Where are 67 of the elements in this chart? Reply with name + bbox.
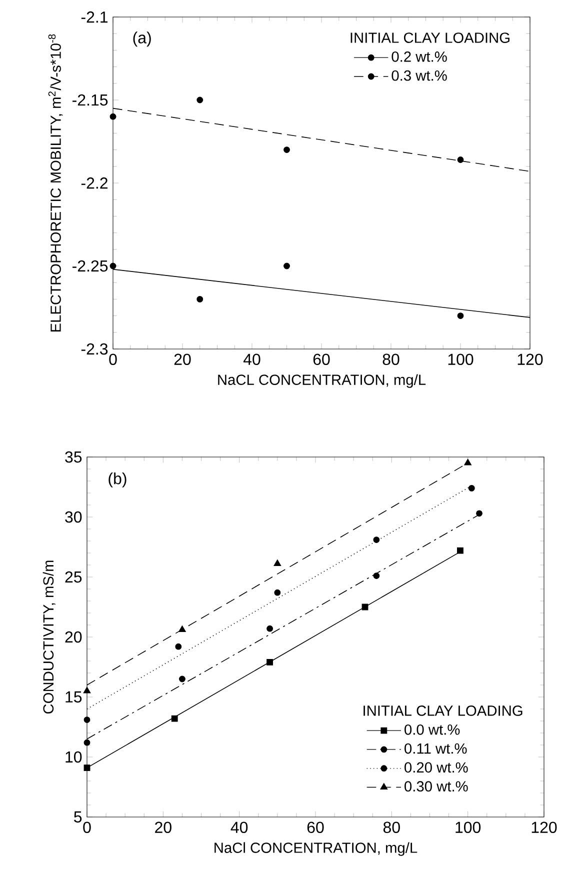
point (175, 643, 182, 650)
point (274, 589, 281, 596)
point (196, 296, 204, 302)
y-axis-title: CONDUCTIVITY, mS/m (42, 560, 56, 714)
point (284, 262, 290, 270)
y-tick-label: -2.1 (82, 11, 108, 23)
x-tick-label: 80 (384, 822, 400, 834)
x-axis-title: NaCl CONCENTRATION, mg/L (214, 842, 418, 856)
x-tick-label: 0 (83, 822, 91, 834)
x-tick-label: 100 (448, 354, 474, 366)
x-tick-label: 120 (518, 354, 543, 366)
point (110, 113, 116, 120)
point (171, 715, 178, 722)
y-tick-label: 20 (65, 631, 82, 643)
y-tick-label: 15 (66, 691, 82, 703)
legend-label: 0.0 wt.% (404, 724, 460, 735)
point (373, 536, 380, 543)
y-tick-label: 30 (65, 511, 82, 523)
legend-label: 0.3 wt.% (392, 70, 447, 81)
point (266, 625, 274, 632)
point (274, 560, 282, 566)
point (284, 146, 290, 153)
point (179, 676, 186, 682)
y-tick-label: 35 (65, 451, 82, 463)
legend-label: 0.2 wt.% (392, 51, 447, 62)
point (373, 572, 380, 579)
point (84, 739, 90, 746)
point (362, 604, 368, 610)
y-tick-label: 10 (66, 751, 82, 763)
annotation: (a) (133, 32, 151, 47)
y-tick-label: 25 (65, 571, 82, 583)
point (476, 510, 483, 517)
y-tick-label: -2.3 (82, 343, 108, 355)
y-tick-label: 5 (74, 811, 82, 823)
x-tick-label: 80 (382, 354, 400, 366)
legend-title: INITIAL CLAY LOADING (350, 32, 510, 43)
legend-label: 0.11 wt.% (404, 743, 467, 754)
annotation: (b) (108, 472, 126, 488)
x-tick-label: 60 (308, 822, 324, 834)
point (196, 96, 204, 104)
legend-label: 0.30 wt.% (404, 781, 468, 792)
legend-title: INITIAL CLAY LOADING (364, 706, 522, 716)
x-tick-label: 20 (174, 354, 191, 366)
legend-label: 0.20 wt.% (404, 762, 468, 773)
point (178, 626, 186, 632)
point (110, 262, 116, 270)
point (457, 156, 464, 163)
point (83, 686, 91, 694)
y-tick-label: -2.15 (72, 94, 108, 106)
point (266, 658, 274, 666)
y-tick-label: -2.2 (82, 177, 108, 189)
y-axis-title: ELECTROPHORETIC MOBILITY, m$^{2}$/V-s*10$^{-8}$ (48, 34, 63, 332)
x-tick-label: 120 (532, 822, 557, 834)
point (464, 458, 472, 466)
x-tick-label: 20 (155, 822, 172, 834)
x-axis-title: NaCL CONCENTRATION, mg/L (218, 374, 426, 388)
point (468, 484, 475, 492)
x-tick-label: 40 (244, 354, 260, 366)
point (84, 716, 90, 723)
x-tick-label: 100 (456, 822, 481, 834)
y-tick-label: -2.25 (72, 260, 108, 272)
x-tick-label: 40 (230, 822, 248, 834)
x-tick-label: 60 (314, 354, 330, 366)
point (84, 764, 90, 771)
point (457, 547, 464, 554)
point (457, 312, 464, 319)
x-tick-label: 0 (109, 354, 117, 366)
